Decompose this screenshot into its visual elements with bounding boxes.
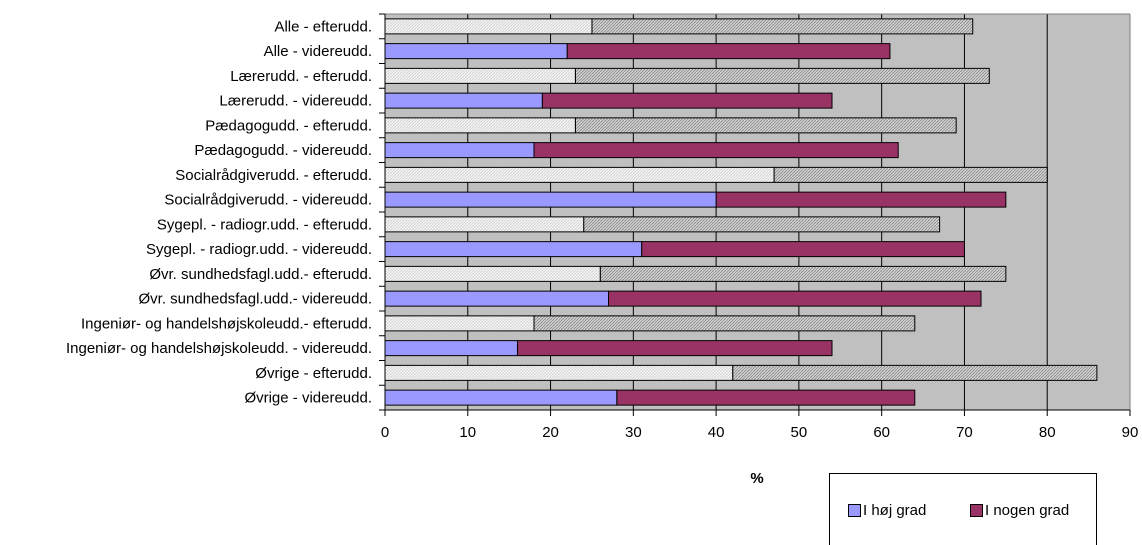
bar-nogen-grad [732,364,1098,381]
x-tick-label: 40 [708,424,725,441]
bar-hoej-grad [384,216,585,233]
bar-hoej-grad [384,43,568,60]
bar-hoej-grad [384,340,518,357]
legend-item-nogen-grad: I nogen grad [970,502,1069,519]
category-label: Socialrådgiverudd. - efterudd. [175,167,372,184]
category-label: Socialrådgiverudd. - videreudd. [164,192,372,209]
category-label: Øvr. sundhedsfagl.udd.- efterudd. [149,266,372,283]
bar-nogen-grad [608,290,982,307]
bar-nogen-grad [715,191,1007,208]
bar-hoej-grad [384,265,601,282]
bar-hoej-grad [384,18,593,35]
axes: Alle - efterudd. Alle - videreudd. Lærerud… [66,13,1139,441]
x-tick-label: 60 [873,424,890,441]
x-tick-label: 20 [542,424,559,441]
category-label: Pædagogudd. - videreudd. [194,142,372,159]
bar-hoej-grad [384,166,775,183]
category-label: Ingeniør- og handelshøjskoleudd. - vider… [66,340,372,357]
category-label: Øvrige - videreudd. [244,390,372,407]
x-tick-label: 90 [1122,424,1139,441]
category-label: Ingeniør- og handelshøjskoleudd.- efteru… [81,315,372,332]
bar-nogen-grad [533,315,916,332]
category-label: Sygepl. - radiogr.udd. - efterudd. [157,216,372,233]
bar-nogen-grad [591,18,974,35]
bar-hoej-grad [384,191,717,208]
x-tick-label: 30 [625,424,642,441]
bar-hoej-grad [384,92,543,109]
legend-label-nogen-grad: I nogen grad [985,502,1070,519]
category-label: Sygepl. - radiogr.udd. - videreudd. [146,241,372,258]
bar-nogen-grad [533,142,899,159]
x-axis-title: % [750,470,763,487]
legend: I høj grad I nogen grad [829,473,1097,545]
category-label: Lærerudd. - videreudd. [219,93,372,110]
x-tick-label: 50 [791,424,808,441]
bar-hoej-grad [384,67,576,84]
bar-nogen-grad [616,389,916,406]
bar-nogen-grad [599,265,1007,282]
bar-nogen-grad [641,241,965,258]
x-tick-label: 0 [381,424,389,441]
x-tick-label: 70 [956,424,973,441]
bar-hoej-grad [384,142,535,159]
bar-nogen-grad [541,92,833,109]
bar-hoej-grad [384,290,609,307]
bar-hoej-grad [384,364,734,381]
bar-hoej-grad [384,117,576,134]
bar-nogen-grad [574,67,990,84]
bar-hoej-grad [384,389,618,406]
legend-label-hoej-grad: I høj grad [863,502,927,519]
category-label: Alle - efterudd. [274,18,372,35]
bar-hoej-grad [384,241,643,258]
bar-nogen-grad [583,216,941,233]
category-label: Øvr. sundhedsfagl.udd.- videreudd. [139,291,372,308]
bar-nogen-grad [516,340,833,357]
category-label: Alle - videreudd. [264,43,372,60]
bar-hoej-grad [384,315,535,332]
bar-nogen-grad [773,166,1048,183]
bar-nogen-grad [566,43,891,60]
legend-swatch-nogen-grad [970,504,983,517]
legend-swatch-hoej-grad [848,504,861,517]
bar-nogen-grad [574,117,957,134]
legend-item-hoej-grad: I høj grad [848,502,926,519]
x-tick-label: 10 [459,424,476,441]
x-tick-label: 80 [1039,424,1056,441]
category-label: Pædagogudd. - efterudd. [205,117,372,134]
category-label: Øvrige - efterudd. [255,365,372,382]
category-label: Lærerudd. - efterudd. [230,68,372,85]
